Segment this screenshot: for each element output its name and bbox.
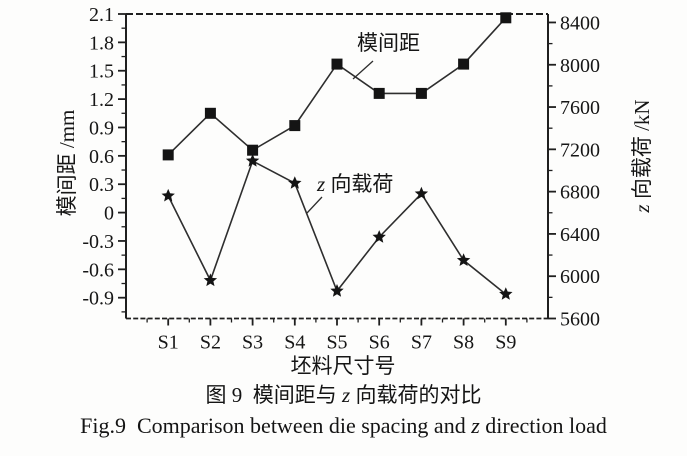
z-load-point [330,284,344,297]
x-axis-title: 坯料尺寸号 [291,354,396,378]
left-axis-title: 模间距 /mm [55,110,79,217]
right-axis-tick-label: 6800 [560,182,600,204]
caption-chinese: 图 9 模间距与 z 向载荷的对比 [0,383,687,408]
x-axis-tick-label: S7 [411,332,432,354]
z-load-point [203,273,218,287]
die-spacing-point [415,87,427,99]
caption-en-italic-z: z [471,413,480,438]
caption-english: Fig.9 Comparison between die spacing and… [0,412,687,440]
die-spacing-point [162,149,174,161]
z-load-point [499,287,513,300]
x-axis-tick-label: S6 [369,332,390,354]
left-axis-tick-label: -0.6 [82,259,114,281]
left-axis-tick-label: 0.3 [89,174,114,196]
z-load-point [372,230,386,243]
left-axis-tick-label: 0.6 [89,146,114,168]
left-axis-tick-label: 2.1 [89,4,114,26]
x-axis-tick-label: S9 [495,332,516,354]
right-axis-tick-label: 8000 [560,55,600,77]
left-axis-tick-label: 1.8 [89,32,114,54]
die-spacing-point [500,12,512,24]
z-load-point [161,188,175,202]
caption-zh-italic-z: z [342,383,351,407]
die-spacing-point [289,120,301,132]
z-load-point [288,176,302,189]
x-axis-tick-label: S2 [200,332,221,354]
caption-en-text: Fig.9 Comparison between die spacing and [80,413,472,438]
z-load-point [456,253,471,266]
caption-zh-text2: 向载荷的对比 [350,383,482,407]
right-axis-tick-label: 8400 [560,12,600,34]
die-spacing-point [373,87,385,99]
die-spacing-label: 模间距 [357,31,420,55]
x-axis-tick-label: S4 [284,332,305,354]
right-axis-tick-label: 5600 [560,309,600,331]
z-load-point [414,186,429,200]
right-axis-tick-label: 7200 [560,139,600,161]
x-axis-tick-label: S5 [326,332,347,354]
die-spacing-label-pointer [352,60,374,80]
x-axis-tick-label: S1 [158,332,179,354]
caption-zh-text: 图 9 模间距与 [205,383,343,407]
left-axis-tick-label: 1.5 [89,61,114,83]
right-axis-title: z 向载荷 /kN [630,99,654,213]
z-load-label: z 向载荷 [316,172,393,196]
left-axis-tick-label: 0 [104,203,114,225]
z-load-label-pointer [306,196,323,214]
right-axis-tick-label: 7600 [560,97,600,119]
right-axis-tick-label: 6000 [560,266,600,288]
die-spacing-point [331,58,343,70]
die-spacing-point [247,144,259,156]
line-chart: 2.1 1.8 1.5 1.2 0.9 0.6 0.3 0 -0.3 -0.6 -0.9 8400 80… [55,4,654,378]
left-axis-tick-label: -0.3 [82,231,114,253]
die-spacing-point [204,107,216,119]
right-axis-tick-label: 6400 [560,224,600,246]
left-axis-tick-label: 1.2 [89,89,114,111]
caption-en-text2: direction load [479,413,607,438]
x-axis-tick-label: S8 [453,332,474,354]
die-spacing-line [167,17,507,156]
die-spacing-point [458,58,470,70]
z-load-point [245,154,260,167]
left-axis-tick-label: -0.9 [82,288,114,310]
x-axis-tick-label: S3 [242,332,263,354]
left-axis-tick-label: 0.9 [89,117,114,139]
